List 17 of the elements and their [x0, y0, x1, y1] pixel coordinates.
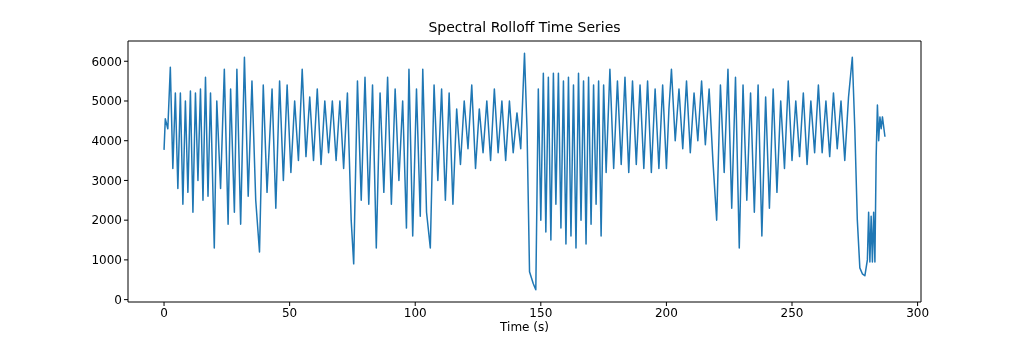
x-tick-label: 100 [403, 305, 427, 320]
y-tick-label: 0 [114, 292, 122, 307]
y-tick-label: 2000 [91, 213, 122, 228]
y-tick-label: 6000 [91, 54, 122, 69]
x-axis-title: Time (s) [499, 320, 549, 334]
y-tick-label: 4000 [91, 133, 122, 148]
x-tick-label: 0 [160, 305, 168, 320]
x-tick-label: 150 [529, 305, 553, 320]
x-tick-label: 200 [654, 305, 678, 320]
y-tick-label: 3000 [91, 173, 122, 188]
y-tick-label: 1000 [91, 253, 122, 268]
x-tick-label: 250 [780, 305, 804, 320]
chart-title: Spectral Rolloff Time Series [427, 19, 622, 35]
x-tick-label: 300 [906, 305, 930, 320]
x-tick-label: 50 [282, 305, 298, 320]
y-tick-label: 5000 [91, 94, 122, 109]
line-series [163, 52, 886, 291]
